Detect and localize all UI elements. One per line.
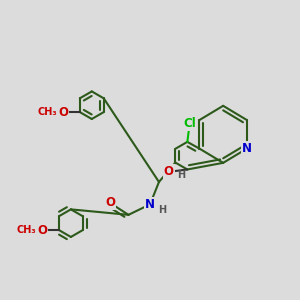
Text: N: N	[242, 142, 252, 155]
Text: O: O	[105, 196, 115, 209]
Text: H: H	[177, 170, 185, 180]
Text: CH₃: CH₃	[37, 107, 57, 117]
Text: O: O	[58, 106, 68, 118]
Text: Cl: Cl	[183, 117, 196, 130]
Text: O: O	[38, 224, 47, 237]
Text: O: O	[164, 165, 174, 178]
Text: CH₃: CH₃	[16, 225, 36, 235]
Text: N: N	[145, 198, 155, 211]
Text: H: H	[158, 205, 166, 215]
